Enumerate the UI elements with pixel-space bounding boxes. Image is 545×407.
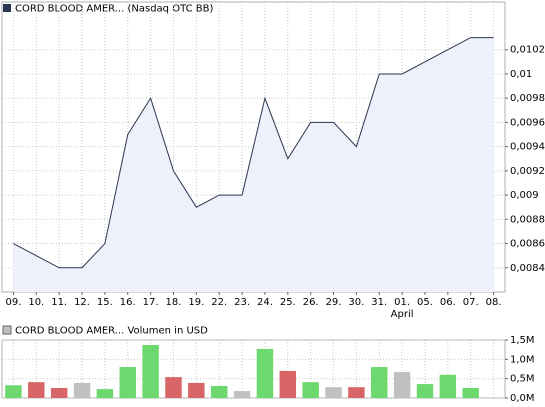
y-tick-label: 0,0M (510, 393, 535, 404)
price-line (13, 37, 494, 269)
legend-label: CORD BLOOD AMER... Volumen in USD (15, 326, 208, 337)
volume-bar (73, 382, 91, 398)
y-tick-label: 1,0M (510, 354, 535, 365)
x-tick-label: 07. (463, 297, 479, 308)
x-tick-label: 17. (143, 297, 159, 308)
x-tick-label: 11. (51, 297, 67, 308)
volume-bar (279, 370, 297, 398)
x-tick-label: 01. (394, 297, 410, 308)
volume-bar (302, 382, 319, 398)
y-tick-label: 0,0102 (510, 45, 545, 56)
x-month-label: April (391, 309, 414, 320)
x-tick-label: 25. (280, 297, 296, 308)
legend-swatch (2, 325, 12, 335)
volume-bar (256, 348, 274, 398)
volume-bar (5, 385, 22, 398)
y-tick-label: 0,0086 (510, 239, 545, 250)
y-tick-label: 1,5M (510, 335, 535, 346)
legend-swatch (3, 4, 11, 12)
x-tick-label: 19. (188, 297, 204, 308)
volume-bar (50, 387, 68, 398)
volume-bar (416, 384, 434, 398)
y-tick-label: 0,0084 (510, 263, 545, 274)
volume-bar (462, 387, 479, 398)
volume-bar (119, 367, 136, 398)
volume-bar (210, 386, 228, 398)
volume-bar (28, 382, 45, 398)
volume-bar (439, 374, 457, 398)
x-tick-label: 23. (234, 297, 250, 308)
volume-bar (393, 372, 411, 398)
volume-bar (371, 367, 388, 398)
x-tick-label: 18. (166, 297, 182, 308)
x-tick-label: 16. (120, 297, 136, 308)
x-tick-label: 26. (303, 297, 319, 308)
volume-bar (325, 387, 342, 398)
y-tick-label: 0,0096 (510, 117, 545, 128)
x-tick-label: 06. (440, 297, 456, 308)
volume-bar (142, 345, 159, 398)
y-tick-label: 0,009 (510, 190, 539, 201)
x-tick-label: 09. (5, 297, 21, 308)
x-tick-label: 15. (97, 297, 113, 308)
y-tick-label: 0,0098 (510, 93, 545, 104)
volume-bar (188, 382, 205, 398)
x-tick-label: 24. (257, 297, 273, 308)
x-tick-label: 10. (28, 297, 44, 308)
x-tick-label: 08. (486, 297, 502, 308)
x-tick-label: 12. (74, 297, 90, 308)
y-tick-label: 0,5M (510, 374, 535, 385)
volume-bar (233, 391, 251, 398)
y-tick-label: 0,01 (510, 69, 532, 80)
x-tick-label: 29. (326, 297, 342, 308)
x-tick-label: 31. (371, 297, 387, 308)
y-tick-label: 0,0092 (510, 166, 545, 177)
legend-label: CORD BLOOD AMER... (Nasdaq OTC BB) (15, 4, 213, 15)
x-tick-label: 22. (211, 297, 227, 308)
y-tick-label: 0,0088 (510, 214, 545, 225)
volume-bar (165, 377, 182, 398)
volume-bar (96, 389, 114, 398)
x-tick-label: 05. (417, 297, 433, 308)
y-tick-label: 0,0094 (510, 142, 545, 153)
plot-frame (1, 339, 506, 399)
x-tick-label: 30. (348, 297, 364, 308)
volume-bar (348, 387, 365, 398)
area (13, 37, 494, 293)
